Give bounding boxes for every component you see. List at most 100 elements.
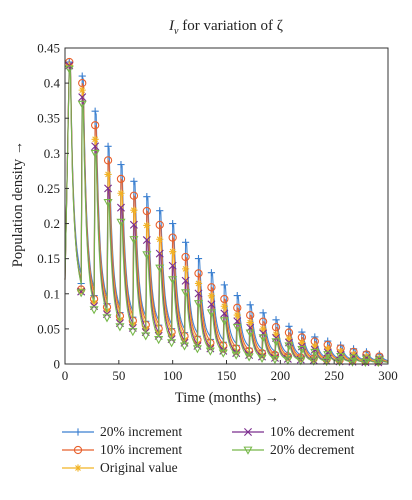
series-4-point [360,358,370,367]
series-1-point [116,174,126,184]
legend-swatch [62,464,94,472]
series-0-point [246,301,254,309]
legend-item: 10% decrement [232,424,354,440]
series-0-point [169,219,177,228]
series-4-point [89,306,99,315]
legend-marker [244,428,252,436]
series-1-point [129,191,139,200]
series-4-point [322,357,332,367]
x-axis-label: Time (months) → [175,390,279,406]
series-2-point [246,318,254,327]
series-3-point [233,317,242,326]
series-4-point [349,354,359,363]
legend-label: Original value [100,460,178,475]
series-1-point [246,311,255,320]
series-4-point [64,65,74,74]
series-2-point [91,135,99,143]
series-2-point [337,348,345,356]
y-tick-label: 0.3 [44,146,60,161]
axes-layer: 0 50 100 150 200 250 300 0 0.05 0.1 0.15 0.2 0.25 0.3… [37,41,398,384]
series-4-point [336,352,346,362]
series-2-point [78,86,86,94]
series-4-point [219,317,229,326]
series-3-point [78,93,87,102]
series-3-point [194,289,203,298]
series-0-point [181,238,190,246]
y-tick-label: 0.45 [37,41,60,56]
legend-marker [74,428,82,436]
series-4-point [245,329,255,338]
series-4-point [232,323,242,333]
series-0-point [143,193,151,201]
series-1-point [181,252,190,262]
y-axis-label: Population density → [10,141,26,267]
legend-item: 20% increment [62,424,182,440]
series-4-point [193,300,204,309]
series-4-point [205,347,215,356]
series-0-point [194,254,203,263]
series-2-point [272,330,280,338]
series-3-point [181,276,190,285]
legend-item: Original value [62,460,178,476]
series-4-point [309,357,319,366]
series-0-point [220,281,228,289]
series-4-point [244,353,254,362]
series-4-point [374,356,384,365]
y-tick-label: 0.4 [44,76,61,91]
series-4-point [218,349,228,358]
series-4-point [77,100,87,109]
series-2-point [77,286,85,295]
series-2-point [143,221,151,230]
series-3-point [259,329,268,338]
series-1-point [103,156,113,165]
legend-label: 20% decrement [270,442,355,457]
series-3-point [91,142,100,151]
series-2-point [169,248,177,256]
series-0-point [207,269,216,277]
series-1-point [233,303,242,312]
series-2-point [233,311,241,319]
series-1-point [155,220,164,230]
series-4-point [76,289,86,298]
title-sub: v [174,26,179,37]
x-tick-label: 200 [271,368,291,383]
series-4-point [116,218,126,227]
series-4-point [129,236,139,245]
series-4-point [206,309,216,318]
legend-swatch [62,428,94,436]
series-2-point [156,235,164,243]
series-0-point [117,160,125,169]
series-1-point [207,283,216,292]
series-4-point [257,354,267,363]
series-0-point [156,207,164,215]
series-4-point [141,332,151,341]
series-3-point [104,184,113,193]
series-3-point [77,287,86,296]
series-line-2 [64,65,389,363]
legend-swatch [62,445,94,455]
series-0-point [130,177,138,185]
series-0-point [272,316,280,324]
legend-label: 10% increment [100,442,183,457]
legend-item: 10% increment [62,442,182,458]
series-1-point [220,294,229,304]
series-2-point [104,170,112,178]
series-2-point [181,265,190,273]
series-4-point [283,356,293,365]
series-2-point [220,302,228,310]
series-4-point [128,328,138,337]
series-4-point [90,149,100,159]
legend-swatch [232,446,264,455]
series-4-point [271,338,281,347]
series-2-point [375,354,383,362]
series-4-point [296,357,306,366]
series-4-point [270,355,280,365]
series-4-point [192,345,202,354]
plot-area: Iv for variation of ζ 0 50 100 150 200 250 300… [10,18,398,406]
series-0-point [104,142,112,150]
legend-label: 20% increment [100,424,183,439]
y-tick-label: 0.2 [44,216,60,231]
y-tick-label: 0.25 [37,181,60,196]
series-4-point [323,351,333,360]
